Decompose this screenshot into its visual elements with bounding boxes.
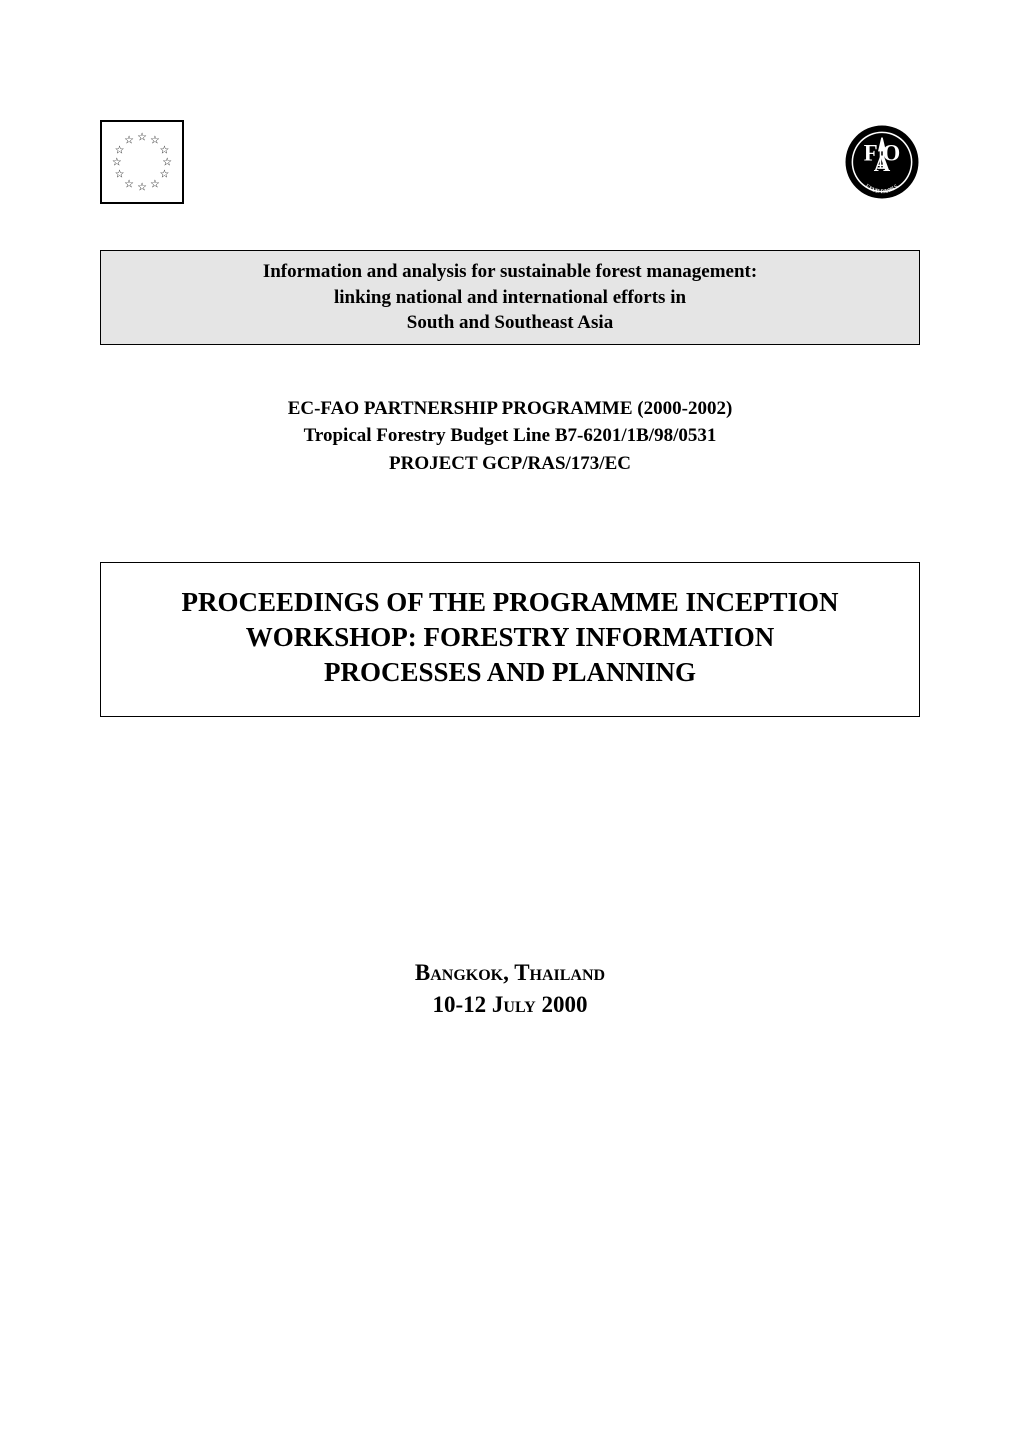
eu-star-icon: ☆ bbox=[137, 181, 147, 194]
eu-star-icon: ☆ bbox=[115, 143, 125, 156]
location-block: Bangkok, Thailand 10-12 July 2000 bbox=[100, 957, 920, 1021]
banner-line-2: linking national and international effor… bbox=[117, 285, 903, 311]
programme-line-1: EC-FAO PARTNERSHIP PROGRAMME (2000-2002) bbox=[100, 395, 920, 423]
eu-star-icon: ☆ bbox=[115, 168, 125, 181]
eu-star-icon: ☆ bbox=[150, 177, 160, 190]
title-line-2: WORKSHOP: FORESTRY INFORMATION bbox=[117, 620, 903, 655]
banner-line-1: Information and analysis for sustainable… bbox=[117, 259, 903, 285]
title-line-3: PROCESSES AND PLANNING bbox=[117, 655, 903, 690]
eu-stars-ring: ☆ ☆ ☆ ☆ ☆ ☆ ☆ ☆ ☆ ☆ ☆ ☆ bbox=[114, 134, 170, 190]
eu-star-icon: ☆ bbox=[124, 177, 134, 190]
eu-flag-logo: ☆ ☆ ☆ ☆ ☆ ☆ ☆ ☆ ☆ ☆ ☆ ☆ bbox=[100, 120, 184, 204]
eu-star-icon: ☆ bbox=[137, 130, 147, 143]
svg-text:A: A bbox=[874, 151, 891, 176]
banner-box: Information and analysis for sustainable… bbox=[100, 250, 920, 345]
eu-star-icon: ☆ bbox=[124, 134, 134, 147]
banner-line-3: South and Southeast Asia bbox=[117, 310, 903, 336]
programme-block: EC-FAO PARTNERSHIP PROGRAMME (2000-2002)… bbox=[100, 395, 920, 478]
location-line-1: Bangkok, Thailand bbox=[100, 957, 920, 989]
programme-line-3: PROJECT GCP/RAS/173/EC bbox=[100, 450, 920, 478]
title-line-1: PROCEEDINGS OF THE PROGRAMME INCEPTION bbox=[117, 585, 903, 620]
page-root: ☆ ☆ ☆ ☆ ☆ ☆ ☆ ☆ ☆ ☆ ☆ ☆ F O A bbox=[0, 0, 1020, 1443]
programme-line-2: Tropical Forestry Budget Line B7-6201/1B… bbox=[100, 422, 920, 450]
logos-row: ☆ ☆ ☆ ☆ ☆ ☆ ☆ ☆ ☆ ☆ ☆ ☆ F O A bbox=[100, 120, 920, 204]
location-line-2: 10-12 July 2000 bbox=[100, 989, 920, 1021]
eu-star-icon: ☆ bbox=[150, 134, 160, 147]
fao-emblem-icon: F O A FIAT PANIS FIAT PANIS bbox=[844, 124, 920, 200]
eu-star-icon: ☆ bbox=[112, 156, 122, 169]
eu-star-icon: ☆ bbox=[159, 168, 169, 181]
eu-star-icon: ☆ bbox=[159, 143, 169, 156]
fao-logo: F O A FIAT PANIS FIAT PANIS bbox=[844, 124, 920, 200]
title-box: PROCEEDINGS OF THE PROGRAMME INCEPTION W… bbox=[100, 562, 920, 717]
eu-star-icon: ☆ bbox=[162, 156, 172, 169]
